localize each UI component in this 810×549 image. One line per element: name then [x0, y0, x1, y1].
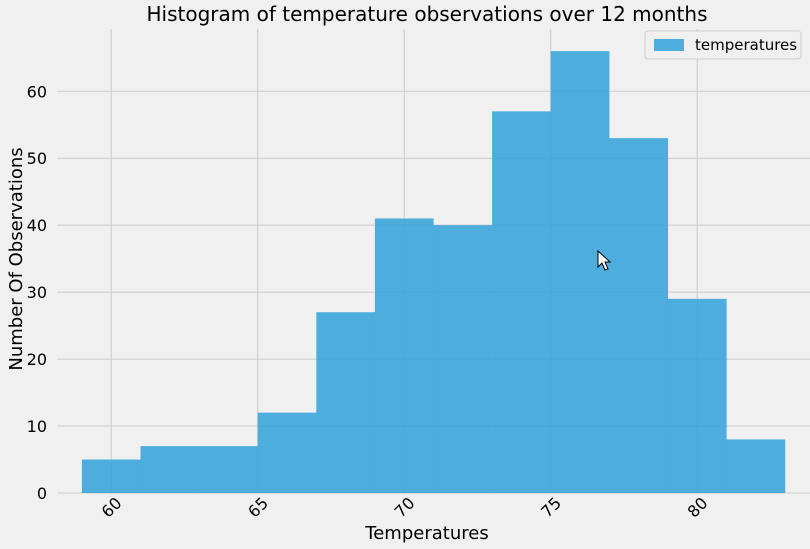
y-tick-label: 10	[27, 417, 47, 436]
histogram-bar	[433, 225, 493, 493]
y-axis-label: Number Of Observations	[6, 147, 27, 370]
cursor-icon	[597, 249, 612, 271]
histogram-bar	[140, 446, 200, 493]
histogram-bar	[374, 218, 434, 493]
histogram-bars	[81, 51, 786, 493]
histogram-bar	[726, 439, 786, 493]
histogram-bar	[492, 111, 551, 493]
histogram-bar	[550, 51, 610, 493]
histogram-bar	[199, 446, 258, 493]
histogram-bar	[609, 138, 669, 493]
legend-swatch	[654, 39, 684, 51]
y-tick-label: 20	[27, 350, 47, 369]
histogram-bar	[81, 459, 141, 493]
y-tick-label: 50	[27, 149, 47, 168]
legend: temperatures	[644, 30, 802, 60]
legend-label: temperatures	[695, 36, 797, 54]
histogram-bar	[257, 412, 317, 493]
x-axis-label: Temperatures	[364, 523, 488, 544]
y-tick-label: 0	[37, 484, 47, 503]
y-tick-label: 40	[27, 216, 47, 235]
histogram-bar	[667, 298, 727, 493]
chart-title: Histogram of temperature observations ov…	[147, 2, 708, 26]
y-tick-label: 60	[27, 82, 47, 101]
legend-frame	[644, 30, 802, 60]
y-tick-label: 30	[27, 283, 47, 302]
histogram-bar	[316, 312, 376, 493]
